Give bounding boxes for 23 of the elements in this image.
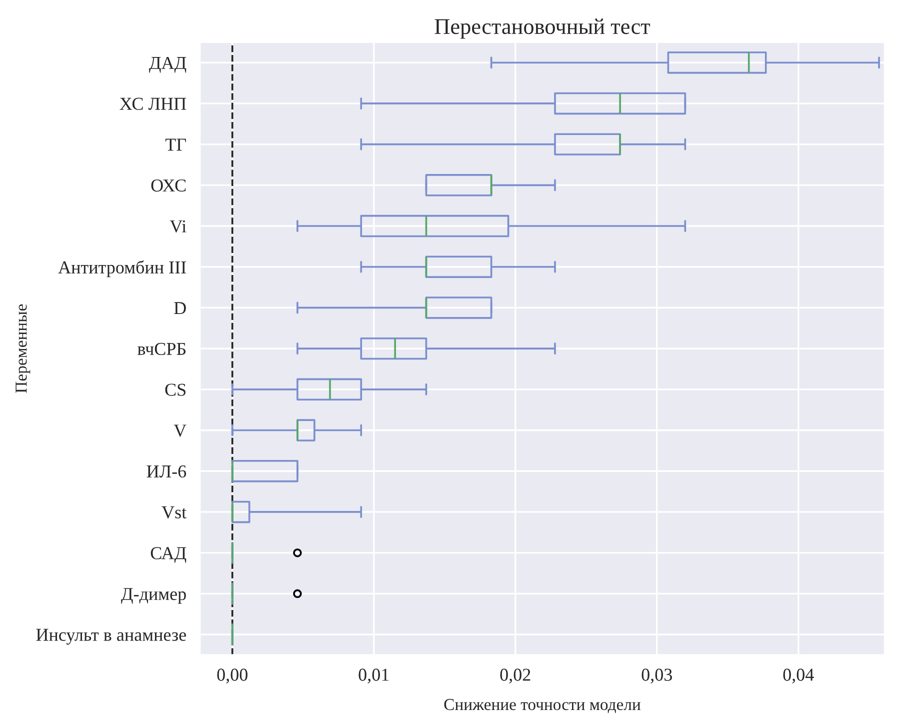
x-tick-label: 0,04 bbox=[783, 668, 814, 684]
y-tick-label: вчСРБ bbox=[138, 342, 186, 356]
y-tick-label: ТГ bbox=[165, 138, 186, 151]
y-tick-label: CS bbox=[165, 384, 186, 396]
y-tick-label: Д-димер bbox=[121, 588, 186, 604]
y-tick-label: D bbox=[174, 302, 186, 314]
y-tick-label: V bbox=[174, 424, 186, 437]
y-tick-label: ИЛ-6 bbox=[146, 465, 186, 478]
x-axis-title: Снижение точности модели bbox=[444, 698, 641, 714]
x-tick-label: 0,02 bbox=[500, 668, 530, 684]
x-tick-label: 0,00 bbox=[217, 668, 248, 684]
y-axis-title: Переменные bbox=[16, 304, 30, 393]
y-tick-label: САД bbox=[150, 547, 186, 563]
chart-title: Перестановочный тест bbox=[434, 18, 650, 39]
y-tick-label: Инсульт в анамнезе bbox=[36, 628, 186, 645]
y-tick-label: Vst bbox=[162, 506, 186, 518]
x-tick-label: 0,03 bbox=[642, 668, 672, 684]
y-tick-label: ХС ЛНП bbox=[120, 98, 186, 110]
y-tick-label: ДАД bbox=[149, 56, 186, 73]
y-tick-label: Vi bbox=[170, 220, 186, 233]
y-tick-label: ОХС bbox=[151, 179, 186, 192]
x-tick-label: 0,01 bbox=[358, 668, 389, 684]
y-tick-label: Антитромбин III bbox=[58, 260, 186, 278]
